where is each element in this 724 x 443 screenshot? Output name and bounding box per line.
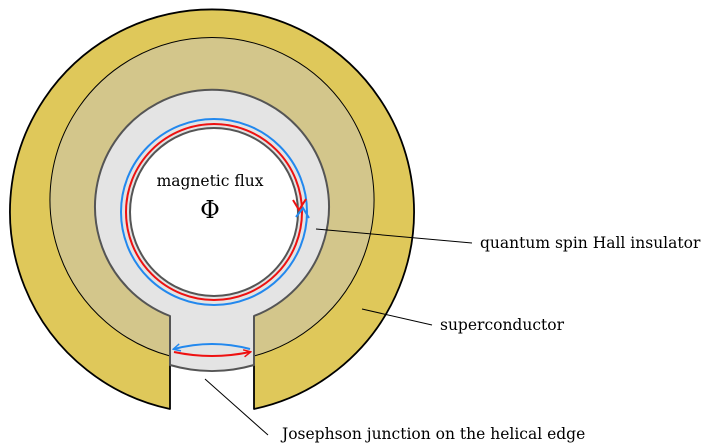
leader-superconductor <box>361 308 433 326</box>
label-josephson-junction: Josephson junction on the helical edge <box>280 425 585 443</box>
leader-qsh <box>315 228 473 244</box>
edge-state-blue <box>120 118 308 306</box>
leader-junction <box>204 378 269 436</box>
junction-arrow-red <box>173 352 250 356</box>
arrow-blue-ring <box>295 206 310 219</box>
flux-hole <box>129 127 299 297</box>
label-superconductor: superconductor <box>440 316 565 334</box>
arrow-red-ring <box>292 198 307 212</box>
edge-state-red <box>125 123 303 301</box>
junction-arrow-blue <box>174 343 251 349</box>
label-qsh-insulator: quantum spin Hall insulator <box>480 234 701 252</box>
label-flux-symbol: Φ <box>200 196 220 224</box>
label-magnetic-flux: magnetic flux <box>157 172 264 190</box>
